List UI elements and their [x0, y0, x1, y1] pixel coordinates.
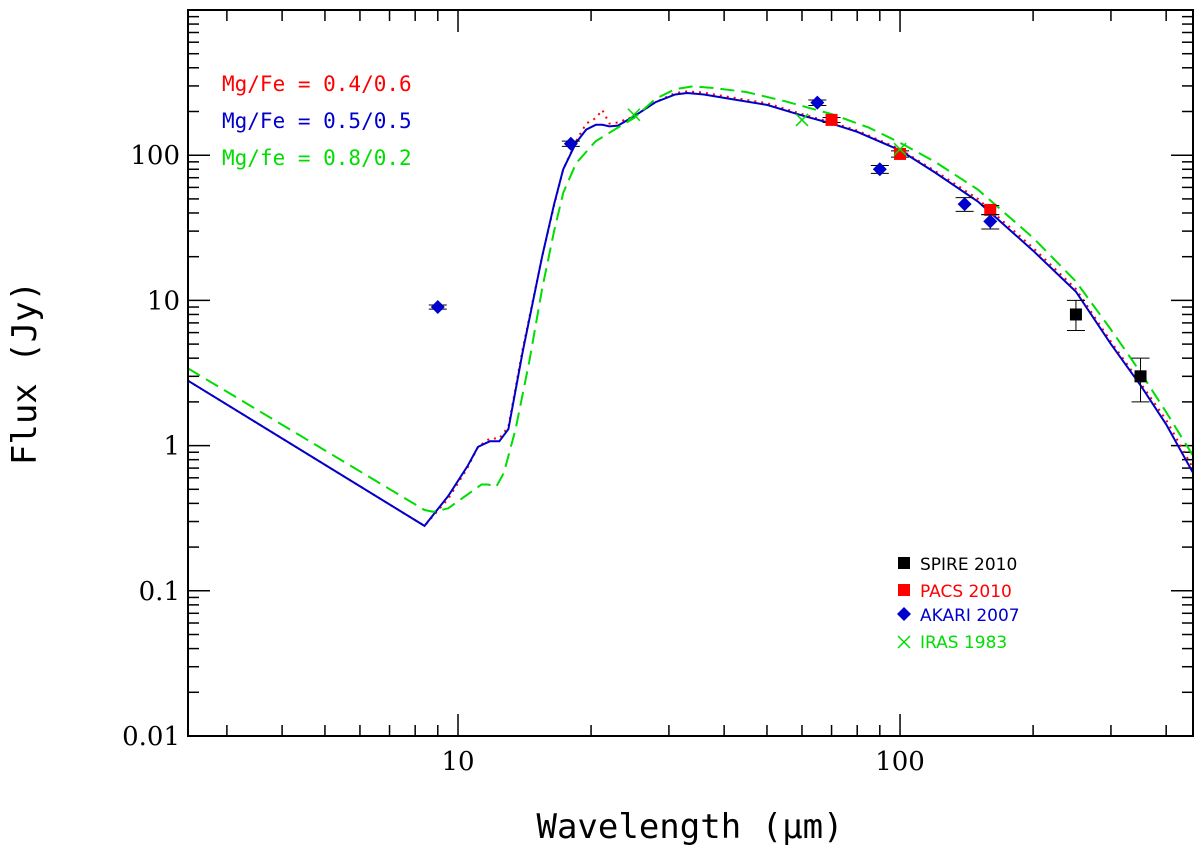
data-point [1069, 308, 1082, 321]
legend-label-iras: IRAS 1983 [920, 633, 1007, 653]
y-tick-label: 0.1 [139, 577, 180, 607]
data-point [893, 142, 907, 156]
data-point [810, 95, 825, 110]
data-point [894, 147, 907, 160]
model-annotations: Mg/Fe = 0.4/0.6 Mg/Fe = 0.5/0.5 Mg/fe = … [222, 72, 412, 170]
y-tick-label: 0.01 [122, 722, 180, 752]
legend-marker-spire [898, 557, 910, 569]
y-axis-title: Flux (Jy) [5, 281, 45, 465]
legend-marker-iras [897, 635, 911, 649]
axis-ticks [188, 10, 1193, 737]
x-tick-label: 10 [441, 747, 474, 777]
legend-label-akari: AKARI 2007 [920, 606, 1020, 626]
data-point [563, 136, 578, 151]
observation-points [428, 95, 1150, 403]
legend-marker-pacs [898, 584, 910, 596]
tick-labels: 10 100 0.01 0.1 1 10 100 [122, 141, 925, 777]
data-point [430, 300, 445, 315]
y-tick-label: 100 [130, 141, 180, 171]
model-curve-1 [187, 91, 1194, 528]
data-point [957, 197, 972, 212]
x-tick-label: 100 [875, 747, 925, 777]
data-point [627, 108, 641, 122]
data-point [1134, 370, 1147, 383]
y-tick-label: 10 [147, 286, 180, 316]
model-curve-0 [187, 90, 1194, 528]
annotation-mgfe-04: Mg/Fe = 0.4/0.6 [222, 72, 412, 96]
annotation-mgfe-08: Mg/fe = 0.8/0.2 [222, 146, 412, 170]
legend-label-pacs: PACS 2010 [920, 582, 1012, 602]
legend: SPIRE 2010 PACS 2010 AKARI 2007 IRAS 198… [897, 555, 1020, 653]
plot-frame [187, 9, 1194, 737]
y-tick-label: 1 [163, 432, 180, 462]
x-axis-title: Wavelength (μm) [536, 807, 843, 847]
data-point [872, 162, 887, 177]
data-point [825, 113, 838, 126]
annotation-mgfe-05: Mg/Fe = 0.5/0.5 [222, 109, 412, 133]
data-point [983, 214, 998, 229]
data-point [795, 113, 809, 127]
data-point [984, 203, 997, 216]
legend-label-spire: SPIRE 2010 [920, 555, 1017, 575]
legend-marker-akari [897, 607, 911, 621]
